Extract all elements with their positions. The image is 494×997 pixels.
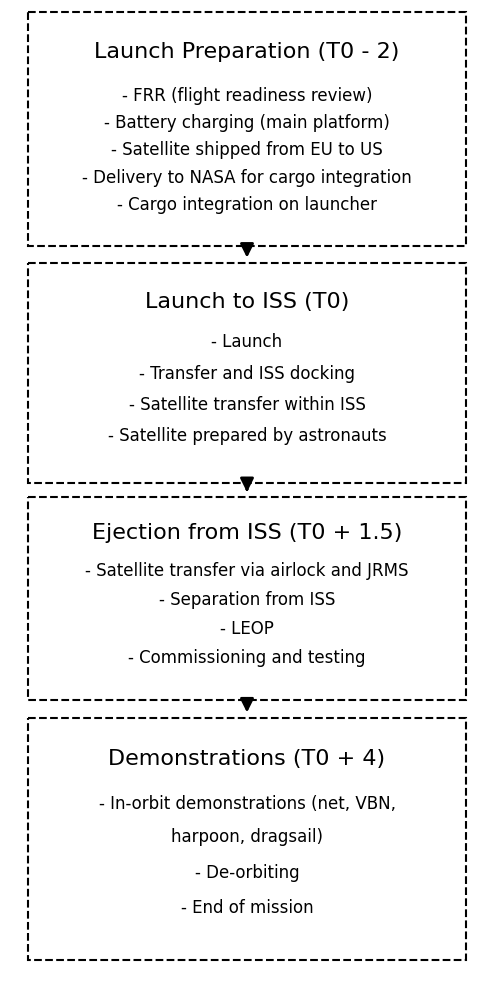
Text: - Satellite prepared by astronauts: - Satellite prepared by astronauts (108, 428, 386, 446)
Text: - Satellite transfer via airlock and JRMS: - Satellite transfer via airlock and JRM… (85, 562, 409, 580)
Text: - Battery charging (main platform): - Battery charging (main platform) (104, 114, 390, 133)
Text: Launch to ISS (T0): Launch to ISS (T0) (145, 291, 349, 312)
Text: - End of mission: - End of mission (181, 898, 313, 916)
Text: harpoon, dragsail): harpoon, dragsail) (171, 829, 323, 846)
Text: - Delivery to NASA for cargo integration: - Delivery to NASA for cargo integration (82, 168, 412, 186)
Bar (28, 263, 466, 483)
Text: Launch Preparation (T0 - 2): Launch Preparation (T0 - 2) (94, 43, 400, 63)
Text: - Cargo integration on launcher: - Cargo integration on launcher (117, 195, 377, 213)
Text: - Satellite shipped from EU to US: - Satellite shipped from EU to US (111, 142, 383, 160)
Text: - De-orbiting: - De-orbiting (195, 864, 299, 882)
Bar (28, 497, 466, 700)
Bar (28, 12, 466, 246)
Text: - Commissioning and testing: - Commissioning and testing (128, 649, 366, 667)
Text: - FRR (flight readiness review): - FRR (flight readiness review) (122, 87, 372, 105)
Text: - Transfer and ISS docking: - Transfer and ISS docking (139, 365, 355, 383)
Text: - LEOP: - LEOP (220, 620, 274, 638)
Bar (28, 718, 466, 960)
Text: - Satellite transfer within ISS: - Satellite transfer within ISS (128, 396, 366, 414)
Text: - Launch: - Launch (211, 333, 283, 351)
Text: Ejection from ISS (T0 + 1.5): Ejection from ISS (T0 + 1.5) (92, 523, 402, 543)
Text: - In-orbit demonstrations (net, VBN,: - In-orbit demonstrations (net, VBN, (98, 796, 396, 814)
Text: Demonstrations (T0 + 4): Demonstrations (T0 + 4) (109, 750, 385, 770)
Text: - Separation from ISS: - Separation from ISS (159, 591, 335, 609)
